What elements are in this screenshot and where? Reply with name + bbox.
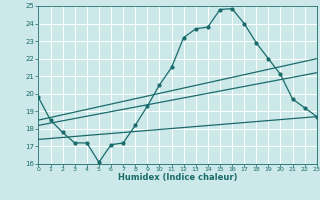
X-axis label: Humidex (Indice chaleur): Humidex (Indice chaleur) [118,173,237,182]
